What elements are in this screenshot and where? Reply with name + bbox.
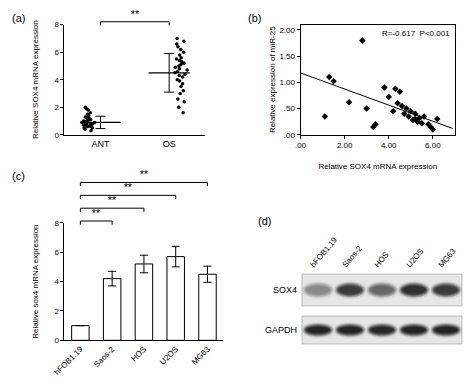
svg-text:HOS: HOS <box>373 250 391 269</box>
svg-text:(c): (c) <box>12 170 25 182</box>
svg-text:6.00: 6.00 <box>425 141 441 150</box>
svg-text:Saos-2: Saos-2 <box>341 244 365 270</box>
svg-text:**: ** <box>131 9 139 20</box>
svg-text:**: ** <box>124 182 132 193</box>
svg-text:6: 6 <box>54 48 59 57</box>
svg-text:R=-0.617 P<0.001: R=-0.617 P<0.001 <box>382 29 450 38</box>
svg-text:6: 6 <box>54 248 59 257</box>
svg-text:Relative SOX4 mRNA expression: Relative SOX4 mRNA expression <box>318 162 437 171</box>
svg-text:8: 8 <box>54 20 59 29</box>
svg-text:U2OS: U2OS <box>405 247 426 269</box>
svg-text:.00: .00 <box>284 131 296 140</box>
svg-text:GAPDH: GAPDH <box>265 325 297 335</box>
svg-text:.00: .00 <box>295 141 307 150</box>
svg-text:**: ** <box>140 169 148 180</box>
svg-text:MG63: MG63 <box>190 344 212 366</box>
svg-text:OS: OS <box>163 139 176 149</box>
svg-text:2: 2 <box>54 307 59 316</box>
svg-text:**: ** <box>92 208 100 219</box>
svg-text:MG63: MG63 <box>437 246 458 269</box>
svg-text:HOS: HOS <box>130 345 149 364</box>
svg-text:Relative sox4 mRNA expression: Relative sox4 mRNA expression <box>31 224 40 338</box>
svg-text:SOX4: SOX4 <box>273 285 297 295</box>
svg-text:4.00: 4.00 <box>381 141 397 150</box>
svg-text:Relative SOX4 mRNA expression: Relative SOX4 mRNA expression <box>31 20 40 139</box>
svg-text:**: ** <box>108 195 116 206</box>
svg-text:1.00: 1.00 <box>279 78 295 87</box>
svg-text:Relative expression of miR-25: Relative expression of miR-25 <box>268 26 277 133</box>
svg-text:hFOB1.19: hFOB1.19 <box>309 235 340 269</box>
svg-text:ANT: ANT <box>92 139 111 149</box>
svg-text:4: 4 <box>54 277 59 286</box>
svg-text:hFOB1.19: hFOB1.19 <box>52 344 85 377</box>
svg-text:.50: .50 <box>284 104 296 113</box>
svg-text:4: 4 <box>54 76 59 85</box>
svg-text:0: 0 <box>54 336 59 345</box>
svg-text:0: 0 <box>54 131 59 140</box>
svg-text:2.00: 2.00 <box>279 26 295 35</box>
svg-text:2: 2 <box>54 103 59 112</box>
svg-text:2.00: 2.00 <box>337 141 353 150</box>
svg-text:8: 8 <box>54 219 59 228</box>
svg-text:(b): (b) <box>248 12 261 24</box>
svg-text:U2OS: U2OS <box>158 345 180 367</box>
svg-text:1.50: 1.50 <box>279 52 295 61</box>
svg-text:(d): (d) <box>258 215 271 227</box>
svg-text:(a): (a) <box>12 12 25 24</box>
svg-text:Saos-2: Saos-2 <box>92 344 117 369</box>
